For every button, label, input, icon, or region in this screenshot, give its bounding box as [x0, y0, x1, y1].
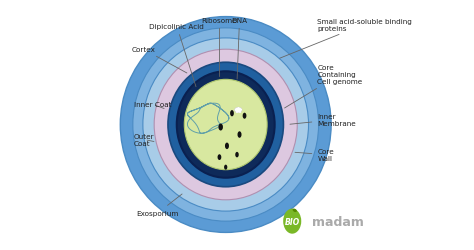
- Ellipse shape: [168, 63, 283, 187]
- Text: DNA: DNA: [231, 18, 247, 80]
- Ellipse shape: [218, 154, 221, 160]
- Text: Dipicolinic Acid: Dipicolinic Acid: [149, 24, 204, 87]
- Ellipse shape: [219, 124, 223, 131]
- Ellipse shape: [225, 143, 229, 150]
- Ellipse shape: [120, 18, 331, 233]
- Ellipse shape: [133, 29, 319, 221]
- Text: BIO: BIO: [284, 217, 300, 226]
- Text: Small acid-soluble binding
proteins: Small acid-soluble binding proteins: [280, 18, 412, 59]
- Text: madam: madam: [312, 215, 364, 228]
- Text: Inner
Membrane: Inner Membrane: [290, 114, 356, 126]
- Text: Inner Coat: Inner Coat: [134, 102, 172, 109]
- Text: Outer
Coat: Outer Coat: [134, 134, 155, 146]
- Ellipse shape: [237, 132, 242, 138]
- Text: Ribosome: Ribosome: [201, 18, 237, 77]
- Text: Core
Wall: Core Wall: [295, 148, 334, 162]
- Text: Exosporium: Exosporium: [137, 194, 182, 216]
- Ellipse shape: [224, 165, 228, 170]
- Ellipse shape: [177, 72, 274, 178]
- Ellipse shape: [154, 50, 297, 200]
- Ellipse shape: [235, 152, 239, 158]
- Text: Core
Containing
Cell genome: Core Containing Cell genome: [284, 65, 363, 108]
- Ellipse shape: [292, 209, 297, 212]
- Ellipse shape: [235, 108, 242, 113]
- Ellipse shape: [184, 80, 267, 170]
- Ellipse shape: [143, 39, 309, 211]
- Text: Cortex: Cortex: [132, 47, 187, 74]
- Ellipse shape: [230, 110, 234, 117]
- Ellipse shape: [243, 113, 246, 119]
- Ellipse shape: [283, 209, 301, 234]
